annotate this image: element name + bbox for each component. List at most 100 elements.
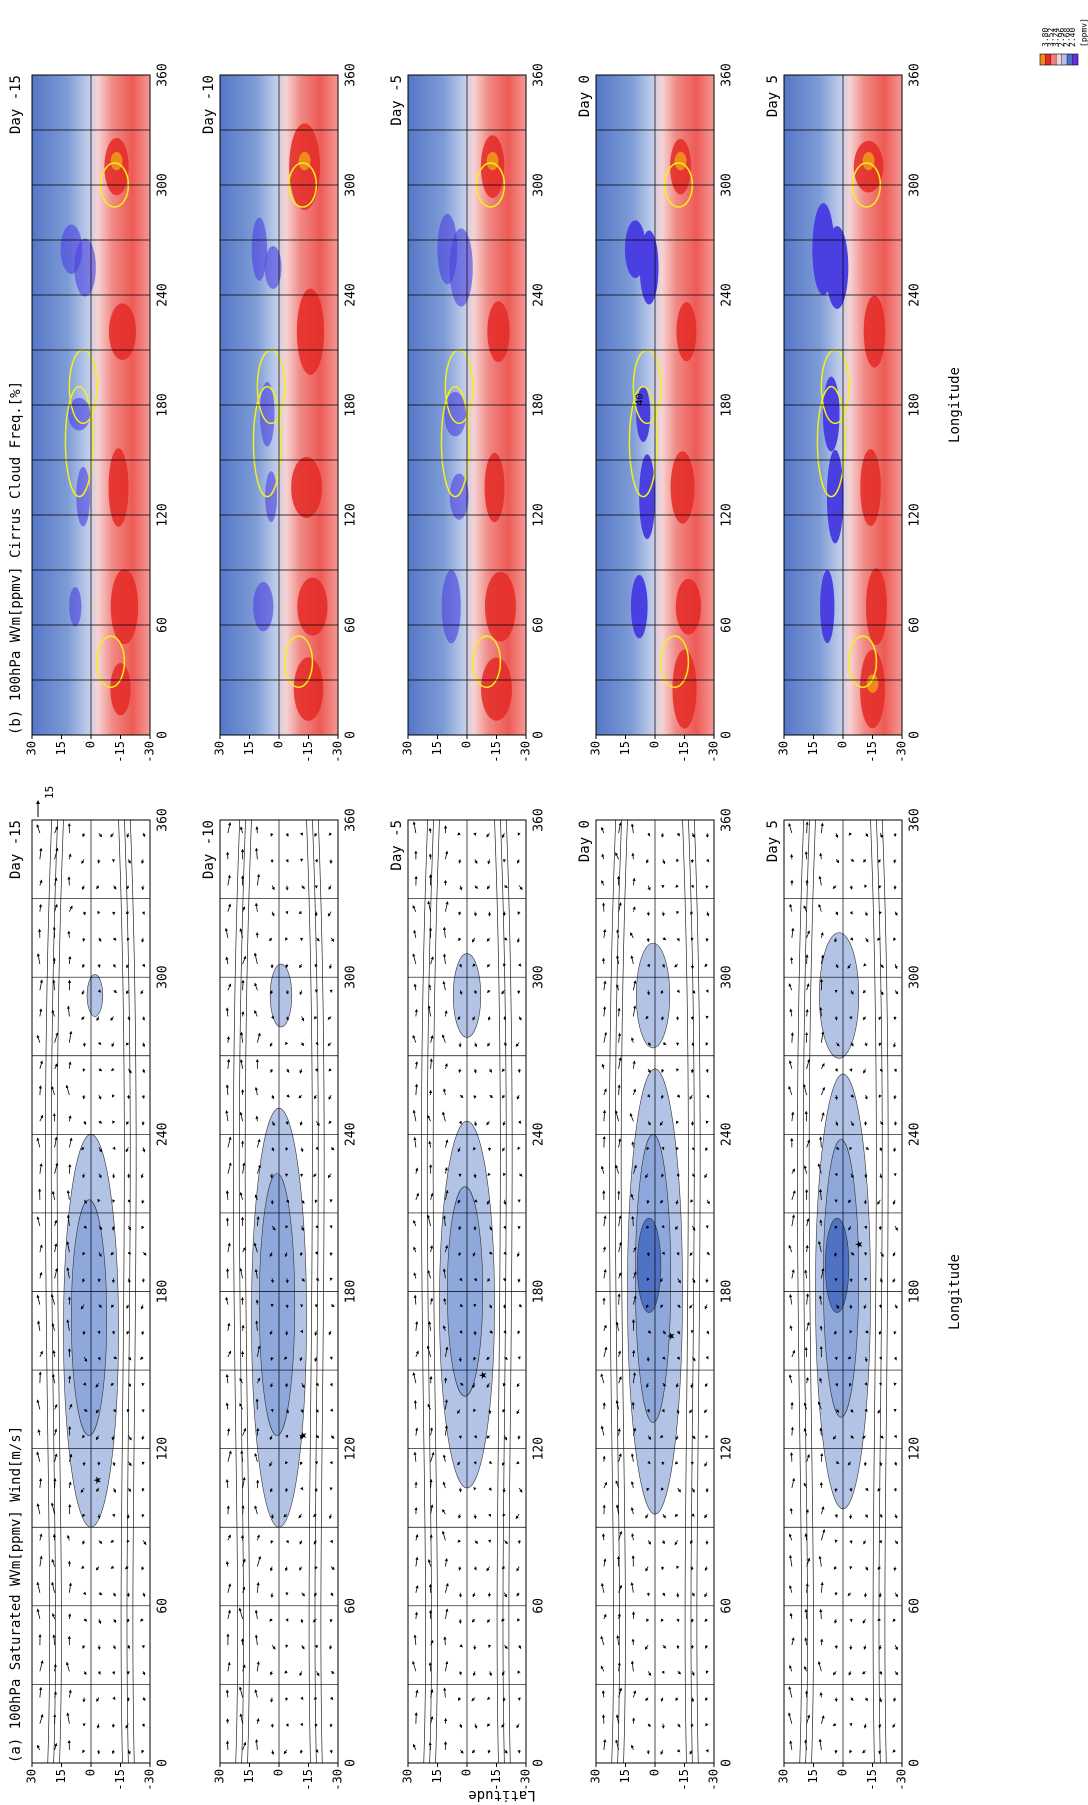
wind-arrow bbox=[239, 928, 244, 938]
wind-arrow bbox=[704, 1304, 708, 1310]
wind-arrow bbox=[227, 1427, 231, 1436]
wind-arrow bbox=[632, 1349, 636, 1358]
wind-arrow bbox=[456, 1409, 461, 1414]
wind-arrow bbox=[330, 1303, 335, 1308]
wind-arrow bbox=[473, 1147, 477, 1151]
wind-arrow bbox=[615, 1321, 620, 1331]
wind-arrow bbox=[112, 1644, 116, 1650]
wind-arrow bbox=[444, 850, 449, 860]
wind-arrow bbox=[270, 1487, 273, 1493]
wind-arrow bbox=[689, 1094, 693, 1100]
wind-arrow bbox=[631, 1533, 635, 1541]
wind-arrow bbox=[662, 1592, 666, 1597]
wind-arrow bbox=[285, 1121, 289, 1125]
wind-arrow bbox=[314, 859, 319, 863]
wind-arrow bbox=[127, 859, 131, 864]
wind-arrow bbox=[299, 1068, 303, 1074]
wind-arrow bbox=[600, 1425, 605, 1436]
wind-arrow bbox=[691, 1173, 696, 1178]
wind-arrow bbox=[692, 1278, 696, 1284]
x-tick-label: 240 bbox=[344, 283, 359, 306]
wind-arrow bbox=[312, 1618, 317, 1623]
wind-arrow bbox=[256, 1138, 261, 1148]
wind-arrow bbox=[141, 1723, 145, 1728]
wind-arrow bbox=[660, 1199, 664, 1204]
y-tick-label: -30 bbox=[143, 1769, 157, 1791]
wind-arrow bbox=[615, 1504, 620, 1515]
x-tick-label: 300 bbox=[344, 965, 359, 988]
wind-arrow bbox=[645, 1513, 649, 1519]
wind-arrow bbox=[285, 1147, 289, 1152]
wind-arrow bbox=[413, 1451, 417, 1462]
wind-arrow bbox=[329, 1514, 333, 1520]
wind-arrow bbox=[98, 1592, 103, 1596]
map-frame bbox=[407, 819, 527, 1764]
wind-arrow bbox=[80, 1304, 85, 1310]
wind-arrow bbox=[242, 955, 247, 965]
wind-arrow bbox=[631, 1215, 635, 1227]
wind-arrow bbox=[430, 1451, 435, 1462]
wind-arrow bbox=[37, 1320, 41, 1331]
x-tick-label: 300 bbox=[156, 965, 171, 988]
wind-arrow bbox=[327, 1016, 332, 1020]
x-tick-label: 240 bbox=[908, 283, 923, 306]
x-tick-label: 0 bbox=[344, 1759, 359, 1767]
wv-low bbox=[253, 582, 274, 632]
wind-arrow bbox=[283, 1356, 288, 1360]
wind-arrow bbox=[704, 1173, 708, 1179]
wv-peak bbox=[486, 151, 499, 171]
wind-arrow bbox=[516, 1566, 520, 1572]
wind-arrow bbox=[68, 1115, 72, 1122]
wind-arrow bbox=[515, 1042, 520, 1047]
wind-arrow bbox=[51, 1322, 56, 1331]
y-tick-label: 0 bbox=[648, 741, 662, 748]
wind-arrow bbox=[660, 1749, 664, 1755]
wind-arrow bbox=[705, 1225, 709, 1229]
wind-arrow bbox=[632, 1427, 637, 1436]
wind-arrow bbox=[487, 1016, 491, 1021]
wind-arrow bbox=[298, 910, 303, 915]
wind-arrow bbox=[39, 1660, 44, 1672]
wind-arrow bbox=[517, 1670, 521, 1674]
wv-high bbox=[675, 578, 702, 635]
wind-arrow bbox=[113, 885, 117, 890]
wind-arrow bbox=[54, 1136, 58, 1148]
wind-arrow bbox=[329, 1696, 334, 1701]
wind-arrow bbox=[68, 1481, 72, 1489]
wind-arrow bbox=[98, 832, 103, 838]
day-label: Day -10 bbox=[201, 75, 217, 134]
wind-arrow bbox=[269, 1618, 273, 1622]
colorbar-frame bbox=[1039, 53, 1079, 66]
day-label: Day -15 bbox=[8, 75, 24, 134]
wind-arrow bbox=[517, 832, 521, 836]
wind-arrow bbox=[458, 1514, 462, 1519]
wind-arrow bbox=[633, 1246, 637, 1253]
wind-arrow bbox=[81, 1016, 85, 1021]
wind-arrow bbox=[691, 1487, 695, 1493]
wind-arrow bbox=[489, 1251, 493, 1255]
wind-arrow bbox=[414, 1008, 418, 1017]
wv-high bbox=[487, 301, 510, 363]
wind-arrow bbox=[82, 1094, 86, 1100]
wind-arrow bbox=[284, 1041, 289, 1046]
wind-arrow bbox=[127, 1487, 131, 1493]
wind-arrow bbox=[677, 1278, 681, 1284]
wind-arrow bbox=[501, 990, 505, 995]
wind-arrow bbox=[54, 1404, 58, 1410]
wind-arrow bbox=[504, 1644, 508, 1650]
wind-arrow bbox=[488, 1487, 492, 1492]
wind-arrow bbox=[299, 990, 303, 996]
wind-arrow bbox=[256, 1164, 261, 1174]
wind-arrow bbox=[54, 1453, 58, 1462]
wind-arrow bbox=[54, 1742, 58, 1751]
wind-arrow bbox=[65, 1661, 70, 1672]
wind-arrow bbox=[53, 1691, 57, 1698]
wind-arrow bbox=[444, 1608, 449, 1620]
wind-arrow bbox=[314, 1723, 318, 1728]
y-tick-label: 0 bbox=[272, 741, 286, 748]
wind-arrow bbox=[502, 1383, 506, 1387]
colorbar: [ppmv] bbox=[1039, 18, 1088, 66]
x-tick-label: 180 bbox=[532, 393, 547, 416]
wind-arrow bbox=[285, 1173, 289, 1177]
